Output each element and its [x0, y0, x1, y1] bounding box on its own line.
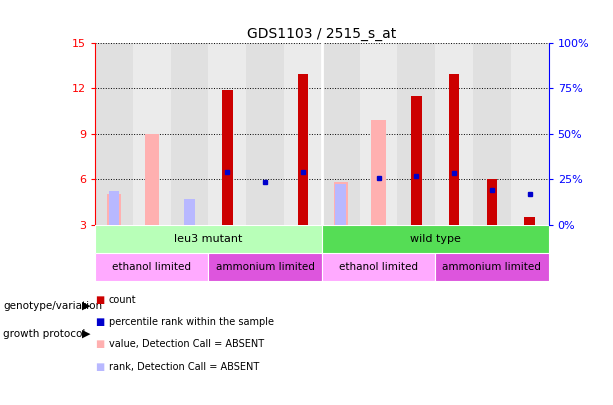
Text: ammonium limited: ammonium limited	[216, 262, 314, 272]
Bar	[449, 75, 459, 225]
Text: leu3 mutant: leu3 mutant	[174, 234, 243, 244]
Bar	[170, 43, 208, 225]
Bar	[411, 96, 422, 225]
Bar	[435, 253, 549, 281]
Bar	[335, 184, 346, 225]
Text: ammonium limited: ammonium limited	[443, 262, 541, 272]
Bar	[208, 253, 322, 281]
Bar	[322, 225, 549, 253]
Bar	[473, 43, 511, 225]
Text: value, Detection Call = ABSENT: value, Detection Call = ABSENT	[109, 339, 264, 349]
Bar	[246, 43, 284, 225]
Bar	[525, 217, 535, 225]
Text: ■: ■	[95, 295, 104, 305]
Text: growth protocol: growth protocol	[3, 329, 85, 339]
Bar	[95, 253, 208, 281]
Bar	[435, 43, 473, 225]
Bar	[185, 199, 195, 225]
Bar	[208, 43, 246, 225]
Bar	[284, 43, 322, 225]
Bar	[487, 179, 497, 225]
Bar	[298, 75, 308, 225]
Text: percentile rank within the sample: percentile rank within the sample	[109, 317, 273, 327]
Title: GDS1103 / 2515_s_at: GDS1103 / 2515_s_at	[247, 28, 397, 41]
Bar	[145, 134, 159, 225]
Bar	[95, 43, 133, 225]
Text: ethanol limited: ethanol limited	[339, 262, 418, 272]
Bar	[333, 182, 348, 225]
Text: wild type: wild type	[410, 234, 460, 244]
Bar	[397, 43, 435, 225]
Text: ▶: ▶	[82, 329, 91, 339]
Text: rank, Detection Call = ABSENT: rank, Detection Call = ABSENT	[109, 362, 259, 371]
Text: genotype/variation: genotype/variation	[3, 301, 102, 311]
Bar	[371, 120, 386, 225]
Text: ■: ■	[95, 317, 104, 327]
Bar	[133, 43, 170, 225]
Text: ■: ■	[95, 339, 104, 349]
Bar	[360, 43, 397, 225]
Text: ■: ■	[95, 362, 104, 371]
Text: count: count	[109, 295, 136, 305]
Bar	[322, 43, 360, 225]
Bar	[95, 225, 322, 253]
Bar	[322, 253, 435, 281]
Bar	[511, 43, 549, 225]
Bar	[107, 194, 121, 225]
Text: ethanol limited: ethanol limited	[112, 262, 191, 272]
Bar	[222, 90, 232, 225]
Bar	[109, 192, 119, 225]
Text: ▶: ▶	[82, 301, 91, 311]
